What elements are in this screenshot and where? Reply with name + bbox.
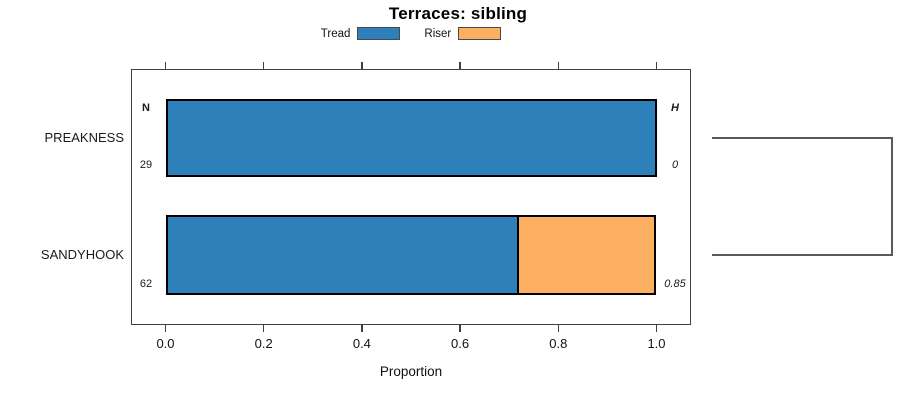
h-value: 0.85 — [664, 278, 686, 290]
tread-color-swatch — [357, 27, 401, 40]
riser-color-swatch — [458, 27, 502, 40]
n-value: 62 — [139, 278, 153, 290]
h-value: 0 — [671, 159, 679, 171]
bracket-line-bottom — [712, 254, 893, 256]
x-tick-top — [361, 62, 363, 69]
legend-item-riser: Riser — [424, 27, 502, 40]
h-column-header: H — [671, 102, 679, 114]
x-tick-bottom — [164, 325, 167, 332]
x-tick-bottom — [361, 325, 363, 332]
category-label-preakness: PREAKNESS — [44, 130, 124, 145]
n-value: 29 — [139, 159, 153, 171]
x-tick-bottom — [655, 325, 658, 332]
x-tick-label: 0.6 — [451, 336, 470, 351]
bracket-line-top — [712, 137, 893, 139]
x-tick-label: 0.2 — [254, 336, 273, 351]
x-tick-label: 0.4 — [352, 336, 371, 351]
x-tick-top — [164, 62, 167, 69]
bar-segment-tread — [165, 215, 520, 295]
legend: Tread Riser — [131, 27, 691, 40]
category-label-sandyhook: SANDYHOOK — [40, 247, 124, 262]
legend-label-tread: Tread — [320, 27, 351, 40]
bar-segment-riser — [517, 215, 657, 295]
x-axis-label: Proportion — [379, 364, 443, 379]
x-tick-bottom — [557, 325, 560, 332]
x-tick-label: 0.8 — [549, 336, 568, 351]
legend-item-tread: Tread — [321, 27, 401, 40]
x-tick-top — [459, 62, 461, 69]
x-tick-label: 0.0 — [156, 336, 175, 351]
n-column-header: N — [142, 102, 150, 114]
x-tick-bottom — [459, 325, 461, 332]
chart-title: Terraces: sibling — [388, 4, 528, 23]
bracket-line-vertical — [891, 137, 893, 256]
x-tick-top — [557, 62, 560, 69]
legend-label-riser: Riser — [424, 27, 452, 40]
x-tick-bottom — [262, 325, 265, 332]
x-tick-label: 1.0 — [647, 336, 666, 351]
bar-segment-tread — [165, 99, 657, 177]
x-tick-top — [262, 62, 265, 69]
x-tick-top — [655, 62, 658, 69]
